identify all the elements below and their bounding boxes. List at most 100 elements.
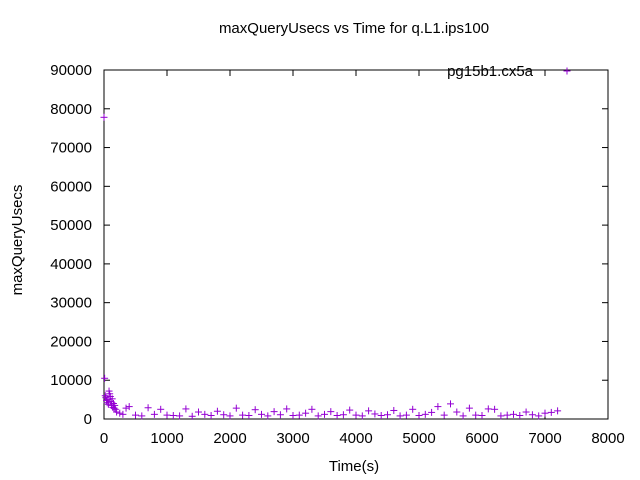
data-point: [245, 412, 253, 420]
legend: pg15b1.cx5a: [447, 63, 571, 80]
data-point: [421, 410, 429, 418]
data-point: [138, 412, 146, 420]
chart-title: maxQueryUsecs vs Time for q.L1.ips100: [219, 20, 489, 37]
data-point: [103, 399, 111, 407]
y-tick-label: 0: [84, 411, 92, 428]
data-point: [510, 410, 517, 418]
x-axis-label: Time(s): [329, 458, 379, 475]
y-tick-label: 20000: [50, 333, 92, 350]
data-point: [276, 411, 284, 419]
data-point: [459, 412, 467, 420]
x-tick-label: 6000: [465, 430, 498, 447]
y-tick-label: 30000: [50, 295, 92, 312]
x-tick-label: 3000: [276, 430, 309, 447]
data-point: [384, 411, 391, 419]
data-point: [409, 405, 417, 413]
data-point: [472, 411, 480, 419]
data-point: [528, 411, 536, 419]
data-point: [157, 405, 165, 413]
data-point: [232, 404, 240, 412]
data-point: [220, 411, 228, 419]
data-point: [371, 410, 379, 418]
data-point: [365, 407, 373, 415]
data-point: [440, 411, 448, 419]
y-axis-label: maxQueryUsecs: [9, 185, 26, 296]
data-point: [434, 403, 442, 411]
data-point: [169, 412, 177, 420]
data-point: [125, 403, 133, 411]
y-tick-label: 10000: [50, 372, 92, 389]
plot-area-frame: [103, 69, 609, 420]
data-point: [358, 412, 366, 420]
data-point: [327, 408, 335, 416]
data-point: [201, 410, 209, 418]
x-tick-label: 1000: [150, 430, 183, 447]
data-point: [264, 412, 272, 420]
data-point: [144, 404, 152, 412]
data-point: [402, 411, 410, 419]
data-point: [122, 404, 130, 412]
data-point: [213, 407, 221, 415]
legend-marker-glyph: [563, 67, 571, 75]
data-point: [132, 411, 139, 419]
data-point: [270, 408, 278, 416]
data-point: [283, 405, 291, 413]
x-tick-label: 5000: [402, 430, 435, 447]
data-point: [377, 412, 385, 420]
y-tick-label: 40000: [50, 256, 92, 273]
data-point: [295, 411, 303, 419]
data-point: [554, 407, 562, 415]
data-point: [484, 405, 492, 413]
data-point: [535, 412, 543, 420]
x-tick-label: 7000: [528, 430, 561, 447]
data-point: [428, 408, 436, 416]
data-point: [447, 400, 454, 408]
data-point: [522, 408, 530, 416]
legend-label: pg15b1.cx5a: [447, 63, 534, 80]
data-point: [258, 410, 265, 418]
data-point: [339, 411, 347, 419]
data-point: [516, 412, 524, 420]
data-point: [116, 409, 124, 417]
data-point: [163, 411, 171, 419]
legend-marker: [563, 67, 571, 75]
data-point: [111, 401, 119, 409]
data-point: [113, 408, 121, 416]
data-point: [503, 411, 511, 419]
y-tick-label: 60000: [50, 178, 92, 195]
data-point: [108, 395, 116, 403]
data-point: [314, 412, 322, 420]
data-point: [547, 408, 555, 416]
data-point: [119, 410, 127, 418]
data-point: [188, 412, 196, 420]
data-point: [226, 412, 234, 420]
data-point: [195, 408, 202, 416]
data-point: [415, 412, 423, 420]
data-point: [491, 405, 499, 413]
data-point: [333, 412, 341, 420]
data-point: [251, 406, 259, 414]
data-points: [100, 113, 562, 420]
data-point: [453, 408, 461, 416]
x-tick-label: 4000: [339, 430, 372, 447]
data-point: [239, 411, 247, 419]
x-tick-label: 2000: [213, 430, 246, 447]
data-point: [478, 412, 486, 420]
x-axis-ticks: 0 1000 2000 3000 4000 5000 6000 7000 8000: [100, 70, 625, 447]
data-point: [101, 374, 109, 382]
data-point: [541, 409, 549, 417]
y-tick-label: 70000: [50, 140, 92, 157]
data-point: [308, 405, 316, 413]
data-point: [150, 410, 158, 418]
y-tick-label: 90000: [50, 62, 92, 79]
x-tick-label: 0: [100, 430, 108, 447]
data-point: [176, 412, 184, 420]
x-tick-label: 8000: [591, 430, 624, 447]
data-point: [396, 412, 404, 420]
y-tick-label: 50000: [50, 217, 92, 234]
data-point: [302, 409, 310, 417]
data-point: [207, 412, 215, 420]
data-point: [321, 410, 328, 418]
y-tick-label: 80000: [50, 101, 92, 118]
data-point: [497, 412, 505, 420]
